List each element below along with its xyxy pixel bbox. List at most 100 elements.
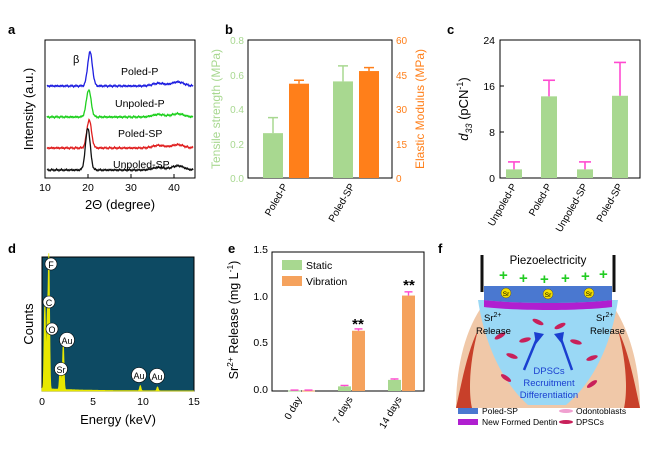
x-tick-label: Poled-P <box>527 182 554 219</box>
x-tick-label: 40 <box>168 182 180 194</box>
schematic-legend: Poled-SP Odontoblasts New Formed Dentin … <box>458 406 626 427</box>
static-bar <box>388 379 401 391</box>
panel-b: b 0.0 0.2 0.4 0.6 0.8 0 15 30 45 60 Tens… <box>209 22 427 224</box>
legend-label-odontoblasts: Odontoblasts <box>576 406 626 416</box>
static-bar <box>288 390 301 392</box>
y-tick-label: 0.8 <box>230 36 244 47</box>
panel-letter-f: f <box>438 241 443 256</box>
element-badge-label: Au <box>133 371 144 381</box>
panel-letter-a: a <box>8 22 16 37</box>
eds-x-ticks: 0 5 10 15 <box>39 396 200 408</box>
eds-peak-badges: F C O Au Sr Au Au <box>42 257 165 384</box>
sr-charge: 2+ <box>225 357 235 367</box>
panel-f: f Piezoelectricity + + + + + + Sr Sr Sr <box>438 240 644 427</box>
dentin-gum-right <box>618 330 640 408</box>
d33-unit-close: ) <box>456 77 471 81</box>
xrd-x-axis-label: 2Θ (degree) <box>85 197 155 212</box>
cell <box>532 318 544 326</box>
release-y-axis-label: Sr2+ Release (mg L-1) <box>225 261 241 380</box>
d33-bar <box>577 169 593 178</box>
y-tick-label: 60 <box>396 36 408 47</box>
x-tick-label: 14 days <box>378 395 405 431</box>
eds-spectrum-trace <box>41 253 195 392</box>
mech-bars <box>263 65 379 178</box>
element-badge <box>44 257 58 271</box>
sr-release-left: Sr2+ <box>484 312 501 324</box>
x-tick-label: 10 <box>39 182 51 194</box>
d33-bar <box>506 169 522 178</box>
xrd-curve <box>46 50 194 89</box>
release-unit-sup: -1 <box>225 265 235 273</box>
x-tick-label: Unpoled-P <box>486 182 519 229</box>
element-badge <box>54 362 68 376</box>
xrd-plot-frame <box>44 39 196 179</box>
release-plot-frame <box>271 251 425 392</box>
y-tick-label: 1.0 <box>253 291 268 303</box>
dentin-gum-left <box>456 330 478 408</box>
sr-release-right-charge: 2+ <box>606 312 614 319</box>
sr-ion <box>500 287 512 299</box>
piezo-charges: + + + + + + <box>499 266 608 288</box>
y-tick-label: 30 <box>396 105 408 116</box>
x-tick-label: Poled-SP <box>595 182 626 224</box>
static-bar <box>338 386 351 391</box>
d33-y-ticks: 0 8 16 24 <box>483 35 504 185</box>
schematic-title: Piezoelectricity <box>510 255 587 267</box>
y-tick-label: 0 <box>396 174 402 185</box>
vibration-bar <box>402 295 415 391</box>
legend-swatch-poled-sp <box>458 408 478 414</box>
eds-y-axis-label: Counts <box>21 303 36 345</box>
y-tick-label: 45 <box>396 71 408 82</box>
legend-label-poled-sp: Poled-SP <box>482 406 518 416</box>
release-unit-close: ) <box>227 261 241 265</box>
element-badge-label: O <box>48 325 55 335</box>
legend-label-vibration: Vibration <box>306 276 347 288</box>
xrd-label-unpoled-p: Unpoled-P <box>115 98 165 110</box>
x-tick-label: 20 <box>82 182 94 194</box>
x-tick-label: Unpoled-SP <box>554 182 591 234</box>
element-badge-label: Au <box>151 372 162 382</box>
differentiation-label: Differentiation <box>520 390 578 401</box>
recruitment-label: Recruitment <box>523 378 575 389</box>
plus-charge: + <box>581 268 590 285</box>
x-tick-label: 0 day <box>283 395 305 422</box>
tensile-bar <box>263 133 283 178</box>
y-tick-label: 0.0 <box>253 384 268 396</box>
cell <box>506 353 518 359</box>
xrd-label-poled-p: Poled-P <box>121 66 158 78</box>
element-badge <box>42 295 56 309</box>
xrd-curve <box>46 88 194 120</box>
element-badge <box>45 322 59 336</box>
sr-ion <box>583 287 595 299</box>
d33-subscript: 33 <box>464 124 474 134</box>
xrd-x-ticks: 10 20 30 40 <box>39 174 180 194</box>
element-badge <box>59 332 75 348</box>
cell <box>554 322 566 330</box>
legend-swatch-dpscs <box>559 420 573 424</box>
plus-charge: + <box>519 270 528 287</box>
x-tick-label: Poled-P <box>263 182 290 219</box>
arrow-head <box>534 332 544 344</box>
vibration-bar <box>302 390 315 392</box>
legend-label-new-dentin: New Formed Dentin <box>482 417 558 427</box>
mech-plot-frame <box>247 39 393 179</box>
panel-letter-c: c <box>447 22 454 37</box>
tensile-axis-label: Tensile strength (MPa) <box>209 49 223 169</box>
d33-unit: (pCN <box>456 90 471 124</box>
plus-charge: + <box>540 271 549 288</box>
element-badge-label: C <box>46 298 53 308</box>
x-tick-label: 30 <box>125 182 137 194</box>
legend-swatch-odontoblasts <box>559 409 573 413</box>
x-tick-label: 10 <box>137 396 149 408</box>
eds-x-axis-label: Energy (keV) <box>80 412 156 427</box>
xrd-curves <box>46 50 194 173</box>
xrd-curve <box>46 118 194 151</box>
xrd-label-unpoled-sp: Unpoled-SP <box>113 159 170 171</box>
sr-ion-label: Sr <box>586 291 593 298</box>
d33-y-axis-label: d33 (pCN-1) <box>455 77 474 141</box>
plus-charge: + <box>499 267 508 284</box>
y-tick-label: 0.5 <box>253 337 268 349</box>
sr-ion-label: Sr <box>545 292 552 299</box>
d33-plot-frame <box>499 39 641 179</box>
